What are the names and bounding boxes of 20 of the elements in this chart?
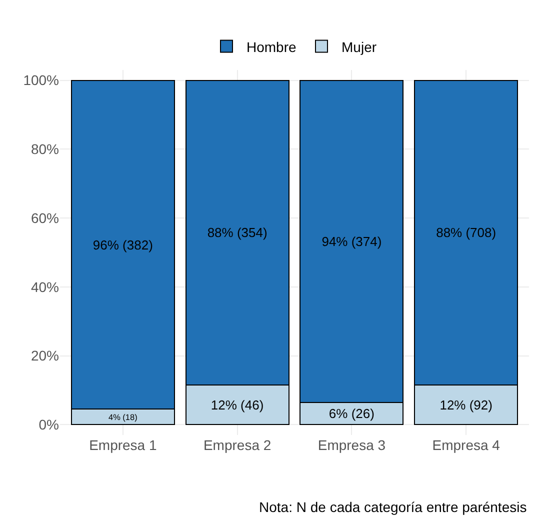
data-label: 12% (46) (210, 397, 264, 412)
x-tick-label: Empresa 4 (432, 437, 500, 453)
data-label: 96% (382) (92, 237, 153, 252)
data-label: 6% (26) (328, 406, 374, 421)
text: Nota: N de cada categoría entre paréntesis (259, 499, 527, 515)
y-tick-label: 20% (30, 348, 59, 364)
y-tick-label: 100% (23, 72, 59, 88)
data-label: 88% (354) (207, 225, 268, 240)
x-tick-label: Empresa 3 (318, 437, 386, 453)
x-tick-label: Empresa 1 (89, 437, 157, 453)
x-tick-label: Empresa 2 (203, 437, 272, 453)
y-tick-label: 80% (30, 141, 59, 158)
y-tick-label: 60% (30, 210, 59, 226)
y-tick-label: 0% (38, 416, 59, 433)
legend-label: Mujer (342, 38, 377, 55)
data-label: 94% (374) (322, 234, 382, 249)
data-label: 88% (708) (436, 225, 496, 240)
data-label: 12% (92) (440, 397, 492, 412)
y-tick-label: 40% (30, 278, 59, 295)
legend-label: Hombre (246, 38, 297, 55)
